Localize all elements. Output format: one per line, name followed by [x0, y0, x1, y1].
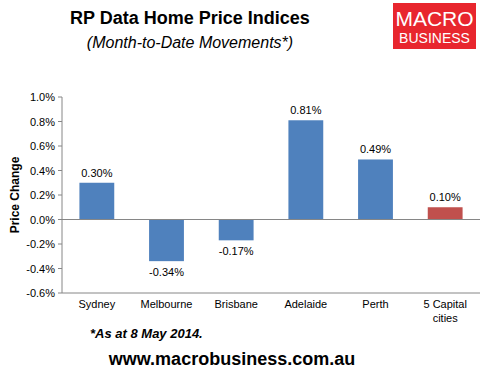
tick-label: -0.6% [26, 287, 55, 299]
category-label: Perth [362, 298, 388, 310]
background [0, 0, 490, 379]
category-label-line: Sydney [78, 298, 115, 310]
bar [358, 159, 393, 219]
category-label-line: Melbourne [141, 298, 193, 310]
tick-label: 1.0% [30, 91, 55, 103]
title: RP Data Home Price Indices [70, 8, 310, 28]
bar [79, 183, 114, 220]
tick-label: -0.4% [26, 263, 55, 275]
logo-text: MACRO [395, 7, 473, 30]
y-axis-label: Price Change [8, 156, 22, 233]
category-label: 5 Capital cities [423, 298, 466, 324]
tick-label: 0.2% [30, 189, 55, 201]
chart: RP Data Home Price Indices (Month-to-Date… [0, 0, 490, 379]
tick-mark [58, 97, 62, 98]
tick-mark [58, 146, 62, 147]
category-label-line: Adelaide [284, 298, 327, 310]
data-label: 0.30% [81, 167, 112, 179]
footnote: *As at 8 May 2014. [90, 326, 203, 341]
category-label-line: Perth [362, 298, 388, 310]
tick-mark [58, 195, 62, 196]
zero-line [62, 219, 480, 220]
data-label: 0.10% [430, 191, 461, 203]
source-url: www.macrobusiness.com.au [108, 349, 355, 369]
subtitle: (Month-to-Date Movements*) [87, 34, 293, 51]
bar [428, 207, 463, 219]
tick-label: 0.6% [30, 140, 55, 152]
bar [219, 220, 254, 241]
bar [149, 220, 184, 262]
tick-mark [58, 219, 62, 220]
category-label: Melbourne [141, 298, 193, 310]
bar [288, 120, 323, 219]
logo-box [393, 3, 476, 49]
category-label-line: 5 Capital [423, 298, 466, 310]
category-label: Adelaide [284, 298, 327, 310]
y-axis [62, 97, 63, 293]
tick-label: 0.4% [30, 165, 55, 177]
tick-label: 0.0% [30, 214, 55, 226]
category-label: Brisbane [214, 298, 257, 310]
tick-mark [58, 293, 62, 294]
data-label: -0.17% [219, 245, 254, 257]
category-label-line: cities [433, 312, 459, 324]
data-label: -0.34% [149, 266, 184, 278]
data-label: 0.81% [290, 104, 321, 116]
category-label-line: Brisbane [214, 298, 257, 310]
tick-label: 0.8% [30, 116, 55, 128]
category-label: Sydney [78, 298, 115, 310]
bars [79, 120, 462, 261]
tick-label: -0.2% [26, 238, 55, 250]
tick-mark [58, 170, 62, 171]
data-label: 0.49% [360, 143, 391, 155]
x-axis [62, 293, 480, 294]
tick-mark [58, 121, 62, 122]
logo-text: BUSINESS [399, 30, 470, 46]
tick-mark [58, 268, 62, 269]
tick-mark [58, 244, 62, 245]
